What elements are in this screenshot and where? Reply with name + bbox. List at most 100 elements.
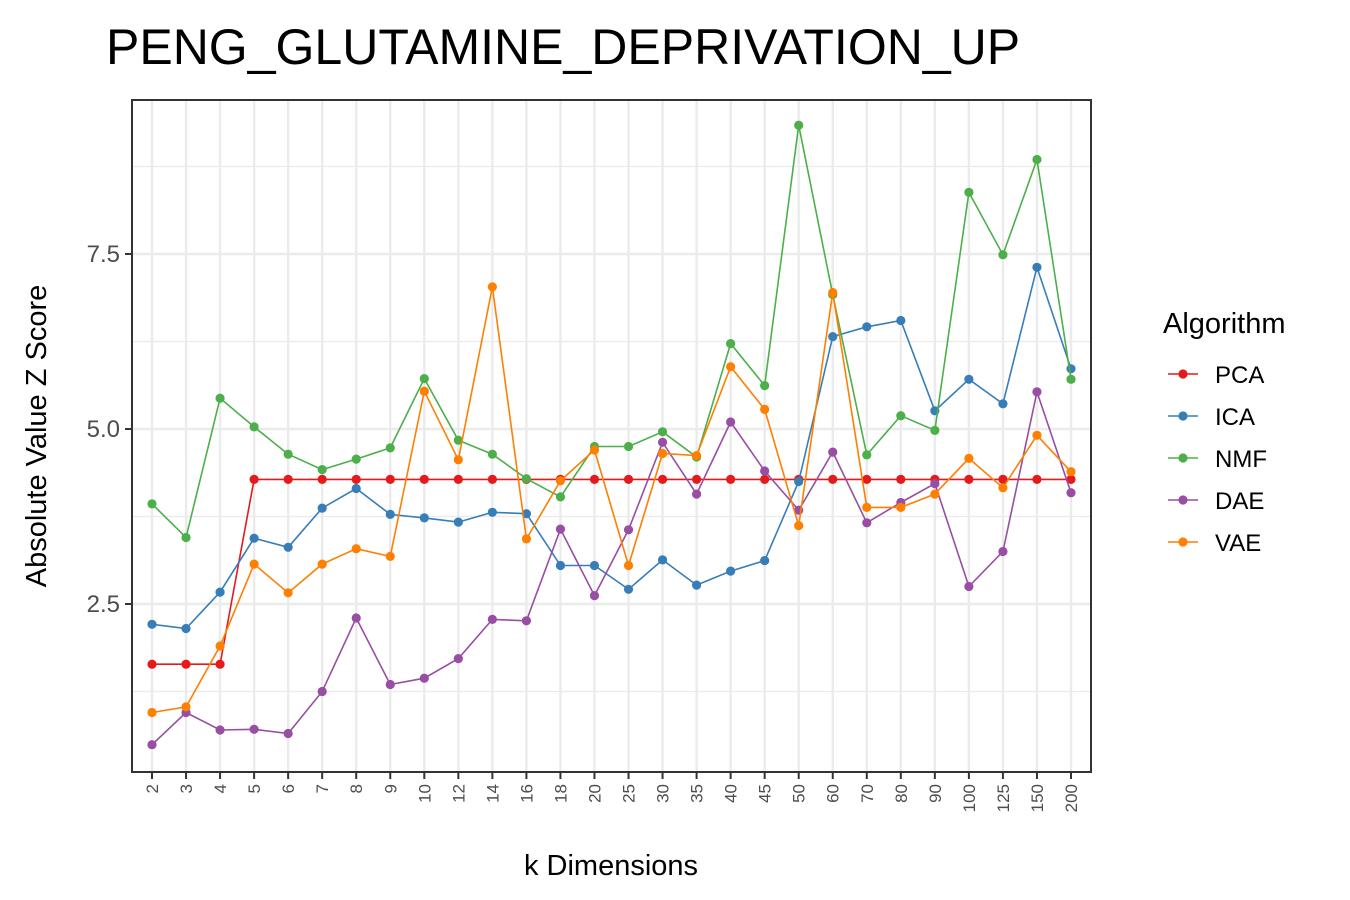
x-tick-label: 35 — [688, 784, 707, 803]
data-point-nmf — [760, 381, 770, 391]
x-tick-label: 8 — [347, 784, 366, 793]
legend-item-vae: VAE — [1168, 530, 1261, 557]
series-lines — [147, 120, 1076, 750]
data-point-vae — [249, 559, 259, 569]
x-tick-label: 150 — [1028, 784, 1047, 812]
data-point-ica — [794, 476, 804, 487]
legend: Algorithm PCA ICA NMF DAE VAE — [1163, 308, 1286, 557]
data-point-dae — [691, 489, 702, 499]
data-point-vae — [555, 476, 566, 486]
data-point-nmf — [930, 425, 940, 435]
data-point-nmf — [215, 393, 225, 403]
x-tick-label: 30 — [654, 784, 673, 803]
legend-label: NMF — [1215, 446, 1267, 473]
x-tick-label: 45 — [756, 784, 775, 803]
data-point-ica — [964, 374, 974, 384]
data-point-pca — [726, 474, 736, 484]
data-point-vae — [147, 707, 157, 718]
data-point-nmf — [351, 454, 361, 464]
data-point-vae — [351, 544, 361, 554]
data-point-vae — [317, 559, 327, 569]
x-tick-label: 25 — [620, 784, 639, 803]
data-point-vae — [964, 453, 974, 463]
x-tick-label: 18 — [551, 784, 570, 803]
data-point-dae — [453, 654, 463, 664]
data-point-vae — [487, 282, 497, 292]
data-point-pca — [1066, 474, 1076, 484]
data-point-vae — [1032, 430, 1042, 440]
data-point-dae — [1032, 387, 1042, 397]
x-tick-label: 7 — [313, 784, 332, 793]
data-point-nmf — [964, 187, 974, 197]
legend-label: ICA — [1215, 404, 1255, 431]
data-point-ica — [249, 533, 259, 543]
x-tick-label: 200 — [1062, 784, 1081, 812]
legend-item-nmf: NMF — [1168, 446, 1267, 473]
data-point-ica — [453, 517, 463, 527]
series-line-nmf — [151, 125, 1072, 540]
data-point-nmf — [726, 339, 736, 349]
data-point-ica — [147, 619, 157, 629]
data-point-ica — [317, 503, 327, 513]
data-point-dae — [964, 581, 974, 592]
data-point-ica — [181, 623, 191, 634]
data-point-vae — [589, 445, 600, 455]
data-point-ica — [351, 483, 361, 494]
data-point-pca — [147, 659, 157, 669]
x-axis-title: k Dimensions — [524, 850, 698, 882]
data-point-nmf — [249, 422, 259, 432]
x-tick-label: 3 — [177, 784, 196, 793]
data-point-vae — [998, 483, 1008, 493]
x-tick-label: 5 — [245, 784, 264, 793]
data-point-ica — [828, 332, 838, 342]
data-point-dae — [862, 518, 872, 528]
data-point-pca — [351, 474, 361, 484]
data-point-vae — [215, 641, 225, 651]
data-point-ica — [283, 542, 293, 552]
data-point-dae — [249, 724, 259, 734]
data-point-pca — [249, 474, 259, 484]
data-point-dae — [1066, 488, 1076, 498]
series-line-pca — [152, 478, 1071, 666]
y-axis-title: Absolute Value Z Score — [21, 285, 53, 588]
y-axis: 2.5 5.0 7.5 — [87, 241, 132, 618]
x-tick-label: 12 — [449, 784, 468, 803]
y-tick-label: 5.0 — [87, 416, 120, 443]
legend-key-point — [1178, 537, 1188, 547]
data-point-nmf — [419, 374, 429, 384]
data-point-nmf — [623, 441, 634, 452]
chart-title: PENG_GLUTAMINE_DEPRIVATION_UP — [106, 19, 1020, 75]
legend-key-point — [1178, 453, 1188, 463]
data-point-vae — [862, 502, 872, 512]
x-tick-label: 6 — [279, 784, 298, 793]
data-point-vae — [1066, 467, 1076, 477]
x-tick-label: 2 — [143, 784, 162, 793]
data-point-nmf — [317, 465, 327, 475]
data-point-nmf — [1066, 374, 1076, 384]
data-point-vae — [828, 287, 838, 298]
data-point-dae — [657, 437, 668, 447]
data-point-vae — [930, 489, 940, 499]
data-point-ica — [657, 555, 668, 565]
data-point-ica — [419, 513, 429, 523]
y-tick-label: 2.5 — [87, 591, 120, 618]
data-point-pca — [623, 474, 634, 484]
x-tick-label: 40 — [722, 784, 741, 803]
data-point-nmf — [147, 499, 157, 509]
data-point-ica — [589, 560, 600, 571]
series-line-vae — [151, 286, 1072, 714]
data-point-pca — [657, 474, 668, 484]
data-point-pca — [317, 474, 327, 484]
data-point-ica — [896, 315, 906, 326]
data-point-ica — [555, 560, 566, 571]
data-point-pca — [419, 474, 429, 484]
x-tick-label: 20 — [585, 784, 604, 803]
data-point-pca — [283, 474, 293, 484]
data-point-nmf — [385, 443, 395, 453]
legend-item-pca: PCA — [1168, 362, 1264, 389]
legend-label: VAE — [1215, 530, 1261, 557]
data-point-vae — [794, 521, 804, 531]
legend-key-point — [1178, 369, 1188, 379]
legend-key-point — [1178, 495, 1188, 505]
data-point-ica — [862, 322, 872, 332]
